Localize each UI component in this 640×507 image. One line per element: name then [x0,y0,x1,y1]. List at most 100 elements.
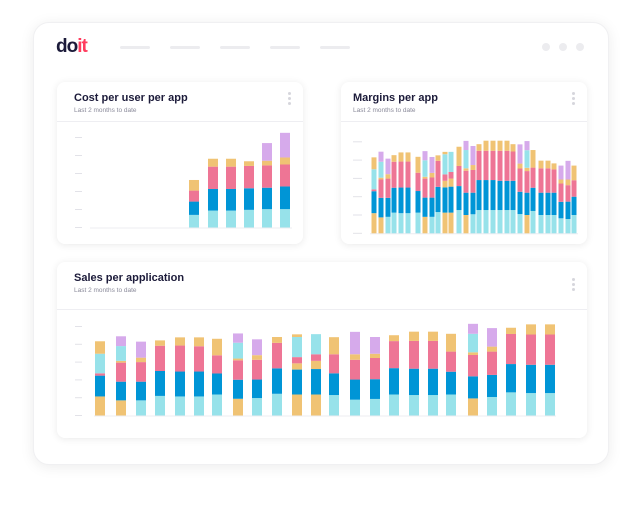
bar-segment-orange [422,216,428,234]
bar-segment-orange [398,152,404,162]
window-dot-1 [542,43,550,51]
bar-segment-orange [517,163,523,169]
bar-segment-pink [280,164,290,187]
bar-segment-orange [244,161,254,166]
bar-segment-orange [311,394,321,416]
bar-segment-blue [429,197,435,217]
more-options-icon[interactable] [288,92,291,105]
bar-segment-pink [506,333,516,365]
bar-segment-pink [551,169,557,193]
bar-segment-orange [95,396,105,416]
bar-segment-cyan [517,214,523,234]
bar-segment-cyan [212,394,222,416]
bar-segment-blue [456,186,462,211]
bar-segment-cyan [463,150,469,169]
bar-segment-orange [463,215,469,234]
bar-segment-orange [233,358,243,361]
bar-segment-blue [95,375,105,397]
bar-segment-pink [558,183,564,202]
more-options-icon[interactable] [572,92,575,105]
bar-segment-orange [415,156,421,173]
card-subtitle: Last 2 months to date [353,107,416,114]
bar-segment-pink [385,178,391,198]
bar-segment-purple [487,328,497,347]
bar-segment-purple [280,132,290,158]
bar-segment-orange [280,157,290,165]
bar-segment-purple [262,143,272,161]
bar-segment-blue [558,201,564,219]
bar-segment-cyan [378,161,384,178]
bar-segment-cyan [468,333,478,353]
nav-placeholder-4[interactable] [270,46,300,49]
bar-segment-cyan [571,215,577,234]
bar-segment-orange [476,144,482,151]
bar-segment-blue [468,376,478,399]
doit-logo[interactable]: doit [56,36,88,57]
bar-segment-pink [389,341,399,369]
bar-segment-pink [405,161,411,188]
bar-segment-blue [530,187,536,211]
bar-segment-cyan [446,394,456,416]
bar-segment-purple [463,140,469,151]
bar-segment-orange [565,179,571,186]
card-title: Margins per app [353,92,438,104]
nav-placeholder-3[interactable] [220,46,250,49]
bar-segment-blue [422,197,428,217]
bar-segment-blue [446,371,456,395]
bar-segment-orange [116,360,126,363]
bar-segment-pink [470,169,476,193]
nav-placeholder-5[interactable] [320,46,350,49]
bar-segment-purple [116,336,126,347]
bar-segment-orange [538,160,544,169]
bar-segment-cyan [311,334,321,355]
bar-segment-orange [292,334,302,338]
bar-segment-orange [272,337,282,343]
bar-segment-orange [95,341,105,354]
bar-segment-purple [468,323,478,334]
bar-segment-pink [545,334,555,365]
bar-segment-cyan [136,400,146,416]
bar-segment-pink [487,351,497,375]
bar-segment-blue [524,192,530,215]
bar-segment-orange [136,357,146,363]
bar-segment-purple [524,141,530,151]
bar-segment-orange [442,180,448,188]
bar-segment-pink [329,354,339,374]
bar-segment-cyan [504,210,510,234]
nav-placeholder-1[interactable] [120,46,150,49]
bar-segment-blue [487,374,497,397]
bar-segment-orange [442,212,448,234]
bar-segment-orange [524,167,530,172]
bar-segment-orange [226,158,236,167]
bar-segment-blue [405,187,411,214]
bar-segment-cyan [389,394,399,416]
bar-segment-orange [371,157,377,170]
bar-segment-purple [385,158,391,175]
bar-segment-pink [530,167,536,188]
bar-segment-orange [558,179,564,184]
bar-segment-cyan [497,210,503,234]
more-options-icon[interactable] [572,278,575,291]
bar-segment-blue [409,368,419,396]
bar-segment-orange [194,337,204,347]
bar-segment-purple [422,151,428,161]
bar-segment-orange [468,398,478,416]
bar-segment-orange [208,158,218,167]
bar-segment-orange [371,213,377,234]
bar-segment-blue [262,187,272,210]
bar-segment-pink [446,351,456,372]
bar-segment-cyan [558,218,564,234]
bar-segment-pink [136,362,146,382]
bar-segment-orange [470,165,476,170]
bar-segment-cyan [398,213,404,234]
bar-segment-pink [448,171,454,179]
bar-segment-blue [244,188,254,210]
bar-segment-cyan [487,396,497,416]
bar-segment-orange [370,353,380,359]
bar-segment-pink [510,151,516,181]
nav-placeholder-2[interactable] [170,46,200,49]
bar-segment-cyan [194,396,204,416]
bar-segment-blue [175,371,185,397]
bar-segment-cyan [476,210,482,234]
bar-segment-cyan [551,215,557,234]
